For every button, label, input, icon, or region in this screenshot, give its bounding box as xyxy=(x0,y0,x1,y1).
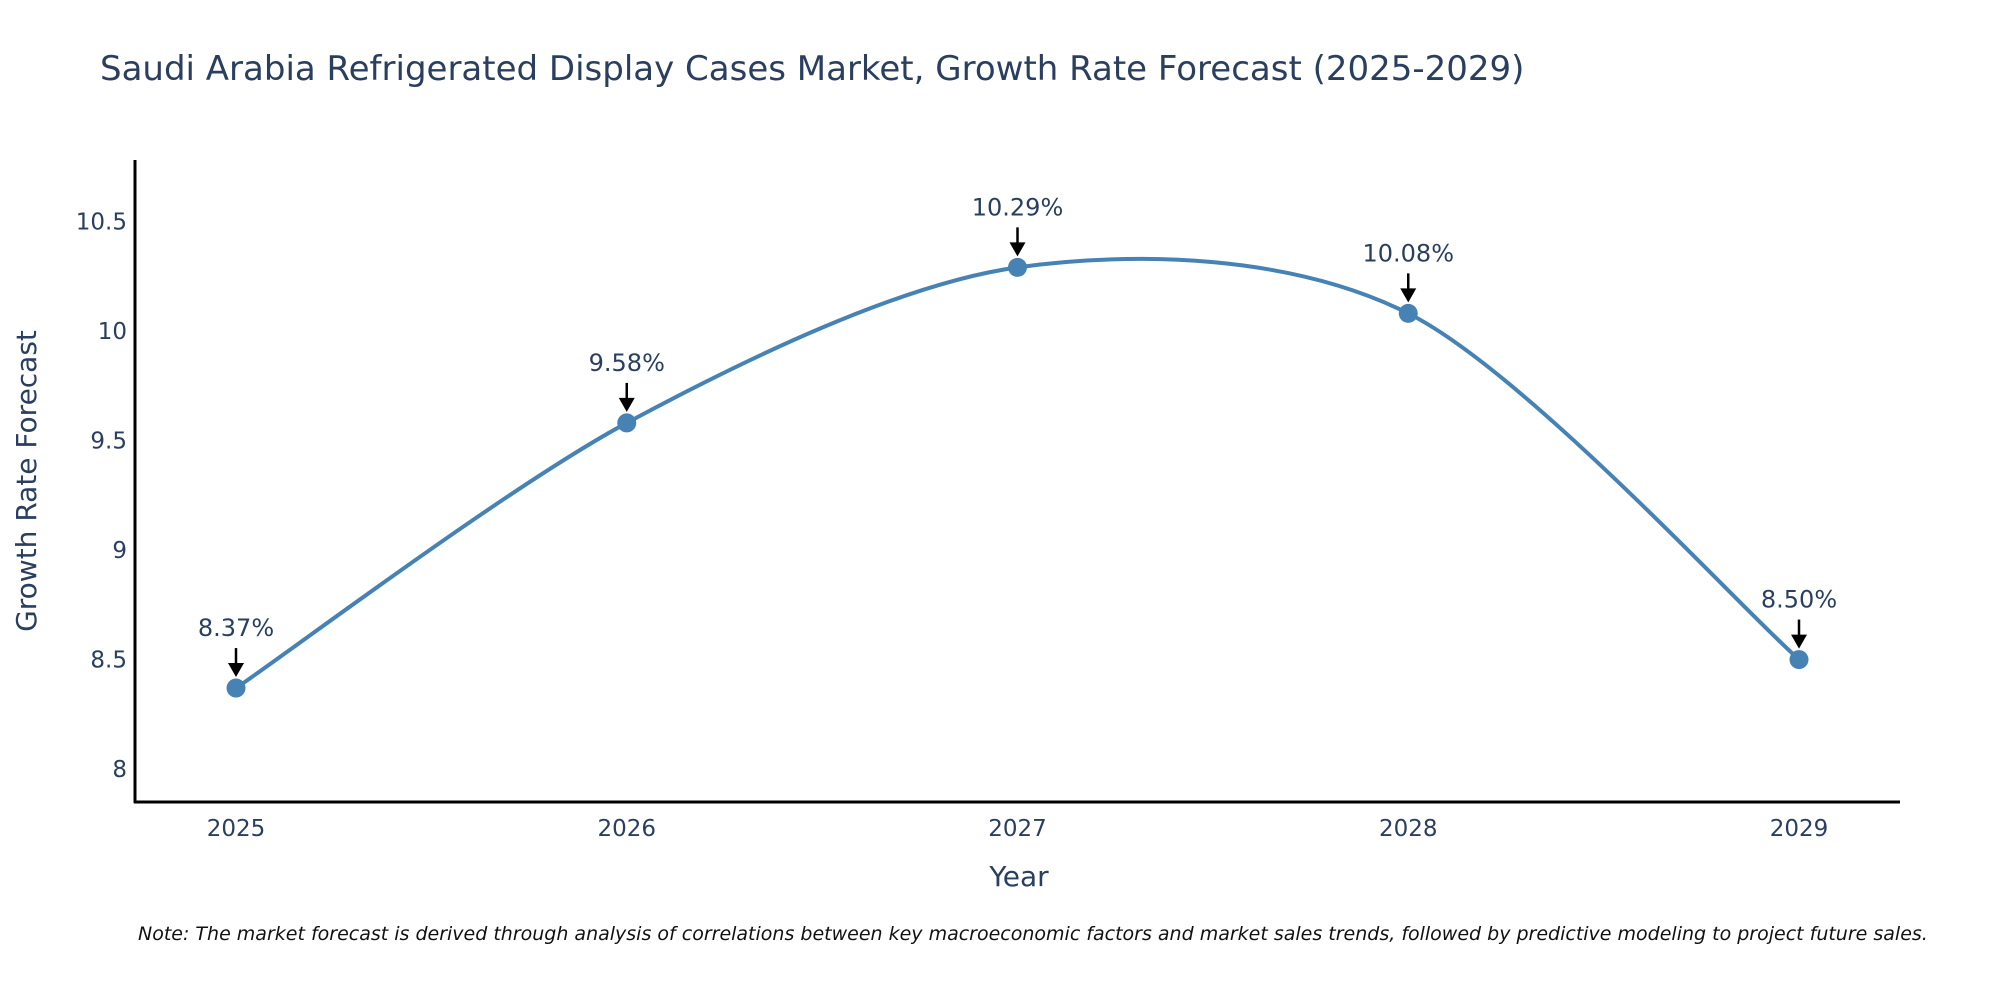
y-tick-label: 9 xyxy=(112,538,127,564)
data-label: 9.58% xyxy=(589,349,665,377)
data-point[interactable] xyxy=(1398,303,1418,323)
data-point[interactable] xyxy=(226,678,246,698)
data-label: 8.50% xyxy=(1761,586,1837,614)
data-label: 8.37% xyxy=(198,614,274,642)
plot-area: 8.37% 9.58% 10.29% 10.08% 8.50% xyxy=(198,193,1837,698)
annotation-arrow-head xyxy=(1009,242,1026,257)
data-point[interactable] xyxy=(617,413,637,433)
annotation-arrow-head xyxy=(1400,288,1417,303)
y-axis-title: Growth Rate Forecast xyxy=(10,330,43,632)
annotation-arrow-head xyxy=(228,663,244,678)
y-tick-label: 8.5 xyxy=(90,648,127,674)
annotation-arrow-head xyxy=(618,397,635,412)
y-tick-label: 8 xyxy=(112,757,127,783)
data-point[interactable] xyxy=(1789,650,1809,670)
x-tick-label: 2028 xyxy=(1379,816,1438,842)
x-tick-label: 2027 xyxy=(988,816,1047,842)
chart-title: Saudi Arabia Refrigerated Display Cases … xyxy=(100,49,1524,89)
x-tick-label: 2026 xyxy=(597,816,656,842)
y-axis-ticks: 8 8.5 9 9.5 10 10.5 xyxy=(76,209,127,783)
annotation-arrow-head xyxy=(1791,634,1807,649)
data-label: 10.29% xyxy=(972,193,1064,221)
y-tick-label: 10.5 xyxy=(76,209,127,235)
x-tick-label: 2025 xyxy=(207,816,266,842)
data-label: 10.08% xyxy=(1362,239,1454,267)
x-tick-label: 2029 xyxy=(1770,816,1829,842)
chart-note: Note: The market forecast is derived thr… xyxy=(138,923,1928,945)
y-tick-label: 10 xyxy=(98,319,127,345)
series-line xyxy=(234,256,1801,691)
data-point[interactable] xyxy=(1008,257,1027,277)
x-axis-title: Year xyxy=(988,860,1049,893)
x-axis-ticks: 2025 2026 2027 2028 2029 xyxy=(207,816,1829,842)
y-tick-label: 9.5 xyxy=(90,428,127,454)
